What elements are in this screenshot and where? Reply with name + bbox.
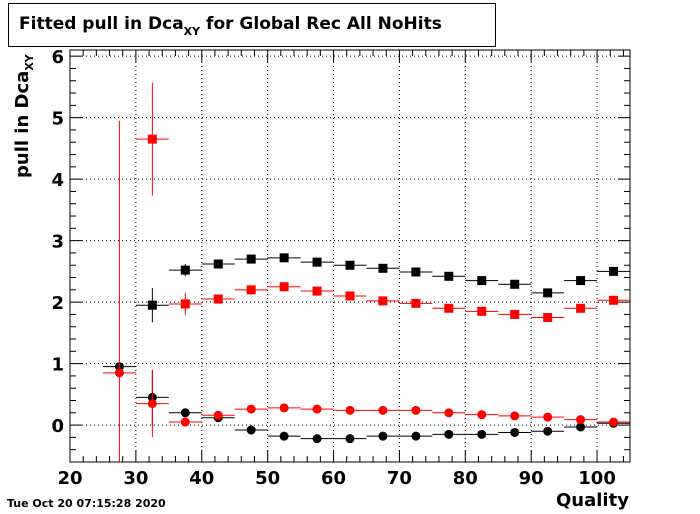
data-point-square	[576, 276, 586, 286]
data-point-square	[444, 271, 454, 281]
data-point-square	[147, 134, 157, 144]
data-point-square	[609, 266, 619, 276]
data-point-square	[345, 291, 355, 301]
data-point-square	[312, 257, 322, 267]
y-axis-label: pull in DcaXY	[12, 54, 36, 178]
data-point-square	[180, 265, 190, 275]
data-point-circle	[477, 429, 487, 439]
y-tick-label: 2	[51, 293, 64, 314]
data-point-square	[213, 294, 223, 304]
data-point-circle	[279, 403, 289, 413]
data-point-circle	[345, 405, 355, 415]
data-point-circle	[609, 417, 619, 427]
x-axis-label: Quality	[556, 490, 629, 511]
data-marks	[102, 82, 630, 462]
data-point-square	[378, 296, 388, 306]
y-tick-label: 5	[51, 109, 64, 130]
x-tick-label: 40	[189, 468, 214, 489]
chart-title-suffix: for Global Rec All NoHits	[200, 14, 442, 34]
data-point-circle	[312, 434, 322, 444]
title-box: Fitted pull in DcaXY for Global Rec All …	[8, 3, 496, 47]
data-point-square	[312, 286, 322, 296]
data-point-square	[246, 254, 256, 264]
data-point-circle	[246, 404, 256, 414]
y-tick-label: 0	[51, 416, 64, 437]
data-point-circle	[444, 429, 454, 439]
data-point-square	[279, 282, 289, 292]
grid-lines	[70, 50, 630, 462]
data-point-circle	[576, 422, 586, 432]
data-point-square	[213, 259, 223, 269]
data-point-circle	[147, 399, 157, 409]
x-tick-label: 50	[255, 468, 280, 489]
chart-title: Fitted pull in DcaXY for Global Rec All …	[19, 14, 442, 38]
chart-title-subscript: XY	[183, 25, 201, 38]
data-point-square	[510, 309, 520, 319]
data-point-square	[345, 260, 355, 270]
data-point-circle	[477, 410, 487, 420]
data-point-circle	[510, 427, 520, 437]
data-point-circle	[246, 425, 256, 435]
data-point-circle	[345, 434, 355, 444]
axes: 20 30 40 50 60 70 80 90 100 0 1 2 3 4 5 6	[51, 47, 631, 489]
data-point-circle	[378, 405, 388, 415]
data-point-square	[411, 298, 421, 308]
series-0	[135, 253, 630, 323]
x-tick-label: 90	[519, 468, 544, 489]
data-point-square	[510, 279, 520, 289]
x-tick-label: 60	[321, 468, 346, 489]
data-point-circle	[378, 431, 388, 441]
data-point-square	[609, 295, 619, 305]
data-point-square	[279, 253, 289, 263]
data-point-circle	[576, 415, 586, 425]
y-axis-label-main: pull in Dca	[12, 70, 33, 178]
series-1	[135, 82, 630, 322]
y-tick-label: 3	[51, 232, 64, 253]
data-point-square	[444, 303, 454, 313]
data-point-circle	[543, 426, 553, 436]
y-axis-label-subscript: XY	[23, 54, 36, 71]
data-point-square	[543, 288, 553, 298]
timestamp: Tue Oct 20 07:15:28 2020	[7, 497, 166, 510]
data-point-square	[411, 267, 421, 277]
x-tick-label: 30	[123, 468, 148, 489]
data-point-circle	[444, 408, 454, 418]
data-point-square	[477, 276, 487, 286]
data-point-square	[378, 263, 388, 273]
data-point-circle	[543, 412, 553, 422]
y-tick-label: 4	[51, 170, 64, 191]
data-point-square	[147, 300, 157, 310]
series-2	[102, 362, 630, 444]
data-point-circle	[411, 405, 421, 415]
plot-frame	[69, 49, 631, 463]
y-tick-label: 6	[51, 47, 64, 68]
x-tick-label: 100	[578, 468, 616, 489]
x-tick-label: 80	[453, 468, 478, 489]
x-tick-label: 70	[387, 468, 412, 489]
data-point-circle	[411, 431, 421, 441]
data-point-square	[477, 306, 487, 316]
data-point-circle	[510, 411, 520, 421]
data-point-circle	[312, 404, 322, 414]
data-point-circle	[279, 431, 289, 441]
data-point-circle	[213, 410, 223, 420]
data-point-circle	[180, 408, 190, 418]
data-point-square	[543, 312, 553, 322]
data-point-circle	[180, 417, 190, 427]
y-tick-label: 1	[51, 355, 64, 376]
data-point-square	[180, 299, 190, 309]
chart-title-main: Fitted pull in Dca	[19, 14, 184, 34]
series-3	[102, 120, 630, 462]
data-point-circle	[114, 368, 124, 378]
x-tick-label: 20	[57, 468, 82, 489]
data-point-square	[246, 285, 256, 295]
data-point-square	[576, 303, 586, 313]
